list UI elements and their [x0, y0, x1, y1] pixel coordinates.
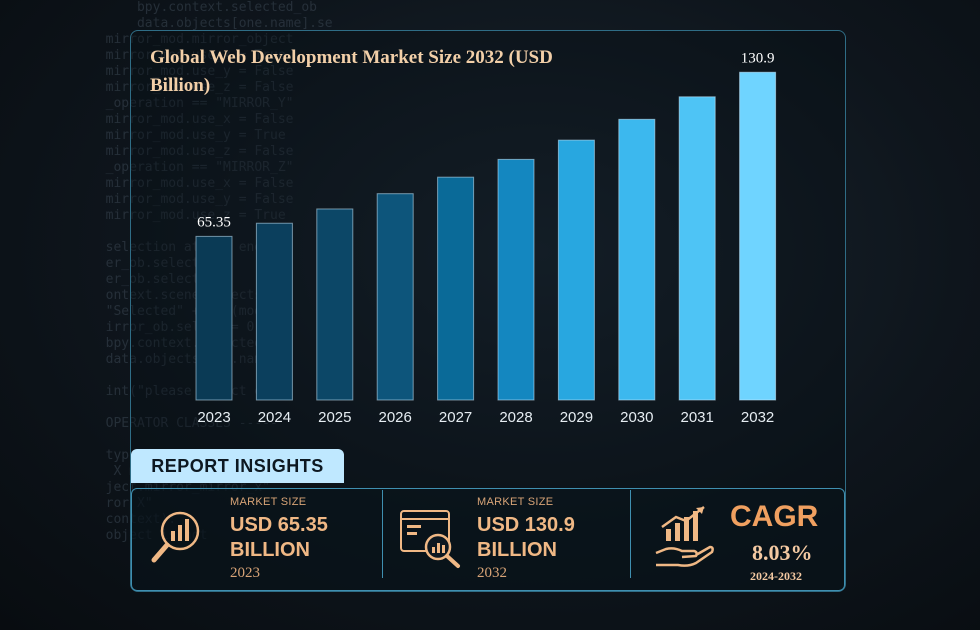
- market-size-value: USD 130.9: [477, 514, 575, 536]
- bar-2031: [678, 96, 716, 401]
- insights-box: [131, 488, 845, 591]
- x-tick-label: 2031: [681, 409, 714, 426]
- growth-hand-icon: [655, 506, 714, 567]
- dashboard-magnifier-icon: [400, 510, 460, 568]
- data-label: 130.9: [741, 50, 775, 66]
- market-size-label: MARKET SIZE: [477, 496, 554, 508]
- bar-2025: [316, 208, 354, 401]
- market-size-label: MARKET SIZE: [230, 496, 307, 508]
- bar-2028: [497, 158, 535, 401]
- market-size-unit: BILLION: [477, 539, 557, 561]
- bar-2026: [376, 193, 414, 401]
- x-tick-label: 2023: [197, 409, 230, 426]
- bar-2024: [255, 222, 293, 401]
- chart-magnifier-icon: [151, 511, 200, 563]
- data-label: 65.35: [197, 214, 231, 230]
- x-tick-label: 2032: [741, 409, 774, 426]
- x-tick-label: 2026: [379, 409, 412, 426]
- market-size-year: 2023: [230, 565, 260, 581]
- bar-2027: [437, 176, 475, 401]
- x-tick-label: 2030: [620, 409, 653, 426]
- market-size-value: USD 65.35: [230, 514, 328, 536]
- cagr-title: CAGR: [730, 500, 819, 533]
- insights-divider: [630, 490, 631, 578]
- chart-title: Global Web Development Market Size 2032 …: [150, 47, 553, 96]
- market-size-unit: BILLION: [230, 539, 310, 561]
- cagr-range: 2024-2032: [750, 569, 802, 583]
- x-tick-label: 2028: [499, 409, 532, 426]
- x-tick-label: 2027: [439, 409, 472, 426]
- x-tick-label: 2025: [318, 409, 351, 426]
- bar-2029: [557, 139, 595, 401]
- cagr-value: 8.03%: [752, 540, 813, 565]
- x-tick-label: 2024: [258, 409, 291, 426]
- insights-divider: [382, 490, 383, 578]
- x-tick-label: 2029: [560, 409, 593, 426]
- market-size-year: 2032: [477, 565, 507, 581]
- bar-2032: [739, 71, 777, 401]
- bar-2023: [195, 235, 233, 401]
- bar-2030: [618, 118, 656, 401]
- report-insights-tab: REPORT INSIGHTS: [131, 449, 344, 483]
